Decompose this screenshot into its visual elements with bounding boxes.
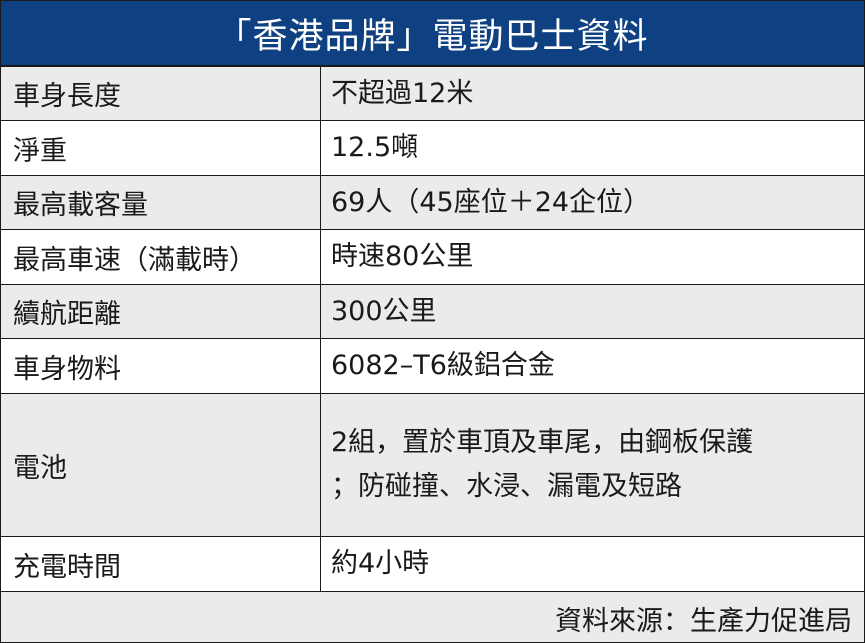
row-label: 車身物料 — [1, 339, 321, 393]
table-row: 淨重 12.5噸 — [1, 121, 864, 176]
row-label: 淨重 — [1, 121, 321, 175]
row-value: 6082–T6級鋁合金 — [321, 339, 864, 393]
row-value: 69人（45座位＋24企位） — [321, 176, 864, 229]
row-label: 充電時間 — [1, 537, 321, 591]
row-value-line: 2組，置於車頂及車尾，由鋼板保護 — [331, 427, 754, 458]
row-value: 300公里 — [321, 285, 864, 338]
row-value-line: 不超過12米 — [331, 77, 474, 109]
table-body: 車身長度 不超過12米 淨重 12.5噸 最高載客量 69人（45座位＋24企位） 最高車速… — [1, 67, 864, 592]
table-row: 車身物料 6082–T6級鋁合金 — [1, 339, 864, 394]
row-value: 約4小時 — [321, 537, 864, 591]
table-row: 電池 2組，置於車頂及車尾，由鋼板保護 ；防碰撞、水浸、漏電及短路 — [1, 394, 864, 537]
table-row: 車身長度 不超過12米 — [1, 67, 864, 121]
row-value-line: 300公里 — [331, 295, 437, 327]
row-label: 車身長度 — [1, 67, 321, 120]
row-value: 12.5噸 — [321, 121, 864, 175]
table-row: 最高載客量 69人（45座位＋24企位） — [1, 176, 864, 230]
row-value: 時速80公里 — [321, 230, 864, 284]
row-value: 不超過12米 — [321, 67, 864, 120]
row-label: 電池 — [1, 394, 321, 536]
row-value-line: 69人（45座位＋24企位） — [331, 186, 651, 218]
row-value-line: ；防碰撞、水浸、漏電及短路 — [331, 471, 682, 502]
source-note: 資料來源：生產力促進局 — [1, 592, 864, 642]
row-value-line: 約4小時 — [331, 548, 430, 579]
row-label: 續航距離 — [1, 285, 321, 338]
table-title: 「香港品牌」電動巴士資料 — [1, 1, 864, 67]
row-value: 2組，置於車頂及車尾，由鋼板保護 ；防碰撞、水浸、漏電及短路 — [321, 394, 864, 536]
row-label: 最高車速（滿載時） — [1, 230, 321, 284]
row-label: 最高載客量 — [1, 176, 321, 229]
table-row: 續航距離 300公里 — [1, 285, 864, 339]
row-value-line: 6082–T6級鋁合金 — [331, 350, 555, 381]
row-value-line: 12.5噸 — [331, 132, 419, 163]
row-value-line: 時速80公里 — [331, 241, 474, 272]
table-row: 充電時間 約4小時 — [1, 537, 864, 592]
table-row: 最高車速（滿載時） 時速80公里 — [1, 230, 864, 285]
